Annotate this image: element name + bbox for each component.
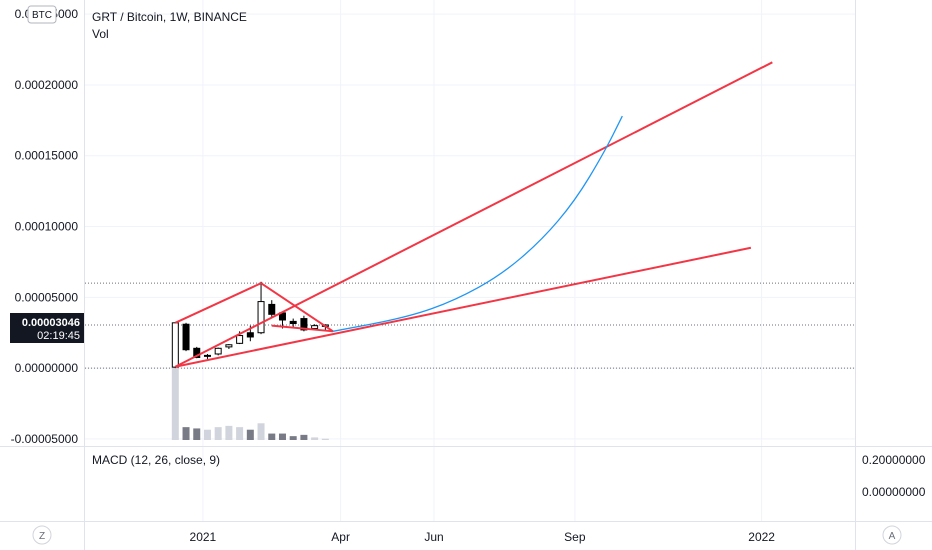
macd-tick-label: 0.00000000 xyxy=(862,485,926,499)
projection-curve xyxy=(332,115,623,332)
volume-bar xyxy=(321,438,329,440)
y-tick-label: 0.00005000 xyxy=(15,290,79,304)
currency-badge[interactable]: BTC xyxy=(27,5,57,24)
volume-bar xyxy=(246,429,254,440)
zoom-left-button[interactable]: Z xyxy=(32,525,52,545)
volume-bar xyxy=(203,429,211,440)
auto-scale-frame xyxy=(882,525,902,545)
auto-scale-label: A xyxy=(889,531,896,542)
candle-body xyxy=(203,354,211,357)
volume-bar xyxy=(268,433,276,440)
y-tick-label: -0.00005000 xyxy=(11,432,79,446)
bar-countdown: 02:19:45 xyxy=(37,330,80,342)
volume-bar xyxy=(300,434,308,440)
macd-tick-label: 0.20000000 xyxy=(862,453,926,467)
auto-scale-button[interactable]: A xyxy=(882,525,902,545)
zoom-left-label: Z xyxy=(39,531,45,542)
candle-body xyxy=(300,318,308,331)
candle-body xyxy=(268,303,276,315)
x-tick-label: Sep xyxy=(564,530,586,544)
x-tick-label: 2022 xyxy=(748,530,775,544)
candle-body xyxy=(214,347,222,355)
volume-bar xyxy=(236,427,244,440)
volume-label[interactable]: Vol xyxy=(92,27,109,41)
projection-curve-path[interactable] xyxy=(332,115,623,332)
horizontal-levels xyxy=(85,282,855,369)
trend-line[interactable] xyxy=(174,282,262,324)
volume-bar xyxy=(311,437,319,440)
volume-bar xyxy=(278,433,286,440)
candle-body xyxy=(182,323,190,351)
currency-badge-label: BTC xyxy=(32,10,52,21)
trend-lines xyxy=(174,61,773,368)
candle-body xyxy=(257,301,265,334)
trend-line[interactable] xyxy=(174,61,773,368)
candle-body xyxy=(193,347,201,359)
last-price-value: 0.00003046 xyxy=(22,317,80,329)
y-tick-label: 0.00020000 xyxy=(15,78,79,92)
volume-bar xyxy=(225,425,233,440)
candle-body xyxy=(246,332,254,338)
trend-line[interactable] xyxy=(260,282,334,333)
candle-body xyxy=(311,325,319,329)
macd-label[interactable]: MACD (12, 26, close, 9) xyxy=(92,453,220,467)
x-tick-label: Jun xyxy=(424,530,443,544)
volume-bars xyxy=(171,350,329,440)
y-tick-label: 0.00010000 xyxy=(15,220,79,234)
time-axis[interactable]: 2021 Apr Jun Sep 2022 xyxy=(190,530,776,544)
x-tick-label: 2021 xyxy=(190,530,217,544)
symbol-title[interactable]: GRT / Bitcoin, 1W, BINANCE xyxy=(92,10,247,24)
volume-bar xyxy=(214,427,222,440)
volume-bar xyxy=(182,427,190,440)
trend-line[interactable] xyxy=(175,246,752,368)
volume-bar xyxy=(171,350,179,440)
volume-bar xyxy=(193,428,201,440)
candle-body xyxy=(236,335,244,344)
macd-axis[interactable]: 0.20000000 0.00000000 xyxy=(862,453,926,499)
x-tick-label: Apr xyxy=(331,530,350,544)
y-tick-label: 0.00015000 xyxy=(15,149,79,163)
y-tick-label: 0.00000000 xyxy=(15,361,79,375)
trend-line[interactable] xyxy=(271,324,334,333)
price-tag-background xyxy=(10,313,84,343)
last-price-tag: 0.00003046 02:19:45 xyxy=(10,313,84,343)
volume-bar xyxy=(257,423,265,440)
candle-body xyxy=(289,320,297,325)
candle-body xyxy=(171,322,179,368)
currency-badge-frame xyxy=(27,5,57,24)
zoom-left-frame xyxy=(32,525,52,545)
volume-bar xyxy=(289,436,297,440)
candle-body xyxy=(225,344,233,348)
candles xyxy=(171,281,329,369)
